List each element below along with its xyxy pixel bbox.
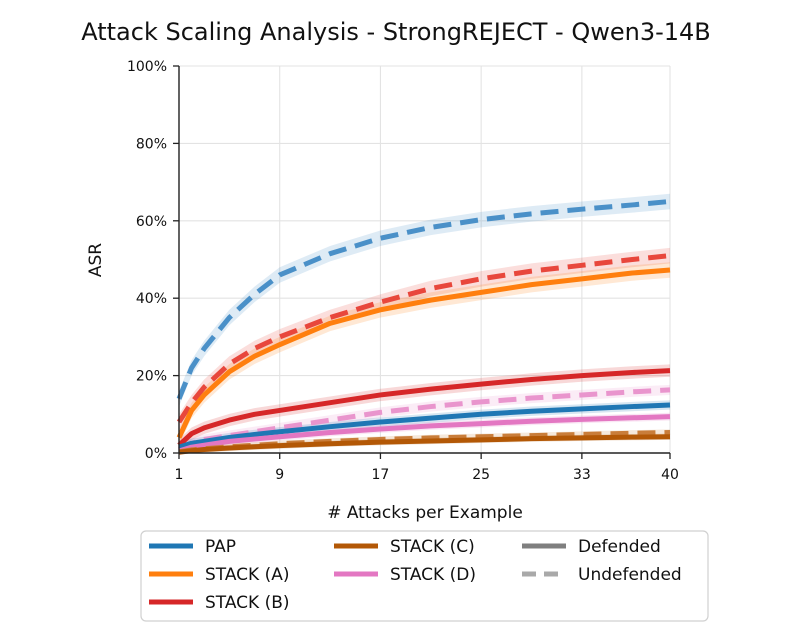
legend-label-stack-b-: STACK (B): [205, 593, 290, 613]
x-tick-label: 40: [661, 467, 679, 483]
y-tick-label: 40%: [136, 291, 167, 307]
legend: PAP STACK (A) STACK (B) STACK (C) STACK (D) D…: [140, 530, 709, 622]
band-pap-defended: [179, 400, 670, 452]
y-tick-label: 100%: [127, 59, 167, 75]
legend-label-stack-d-: STACK (D): [390, 565, 476, 585]
x-tick-label: 17: [372, 467, 390, 483]
chart-title: Attack Scaling Analysis - StrongREJECT -…: [81, 18, 711, 46]
line-stack-c--defended: [178, 434, 671, 455]
band-stack-a--undefended: [179, 247, 670, 430]
legend-frame: [140, 530, 709, 622]
legend-label-defended: Defended: [578, 537, 661, 557]
x-tick-label: 25: [472, 467, 490, 483]
band-stack-d--undefended: [179, 384, 670, 453]
line-stack-a--defended: [176, 267, 671, 439]
series-lines: [176, 198, 671, 455]
x-axis-label: # Attacks per Example: [327, 503, 523, 523]
legend-label-undefended: Undefended: [578, 565, 682, 585]
line-stack-b--defended: [177, 368, 671, 448]
line-pap-defended: [178, 402, 671, 450]
legend-label-stack-a-: STACK (A): [205, 565, 290, 585]
x-tick-label: 9: [275, 467, 284, 483]
y-tick-label: 80%: [136, 136, 167, 152]
axes: 1 9 17 25 33 40 0% 20% 40% 60% 80% 100%: [127, 59, 679, 483]
x-tick-label: 1: [175, 467, 184, 483]
line-pap-undefended: [176, 198, 671, 400]
line-stack-d--defended: [178, 414, 671, 454]
y-tick-label: 0%: [145, 446, 167, 462]
y-axis-label: ASR: [86, 243, 106, 277]
legend-label-stack-c-: STACK (C): [390, 537, 475, 557]
x-tick-label: 33: [573, 467, 591, 483]
y-tick-label: 60%: [136, 214, 167, 230]
y-tick-label: 20%: [136, 369, 167, 385]
legend-label-pap: PAP: [205, 537, 236, 557]
line-stack-a--undefended: [176, 253, 671, 424]
band-pap-undefended: [179, 193, 670, 407]
